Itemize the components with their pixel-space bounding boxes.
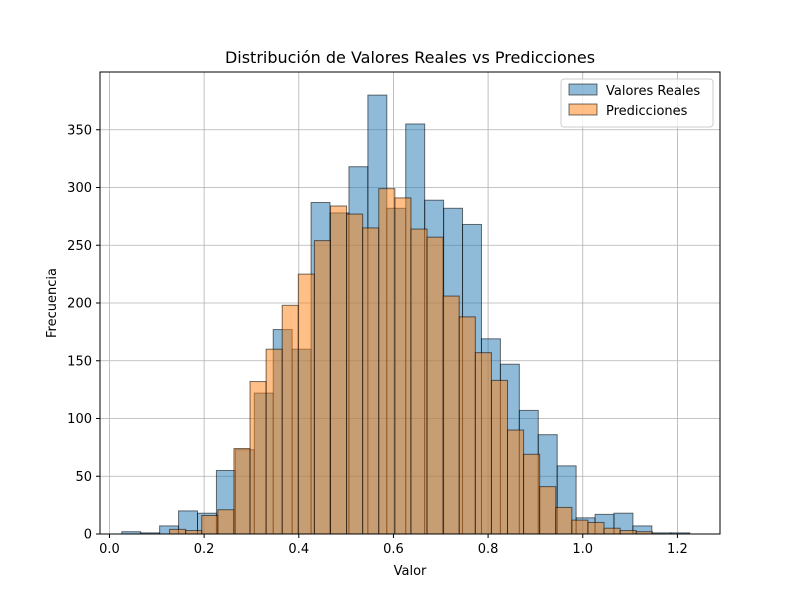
- histogram-bar: [506, 429, 525, 535]
- y-tick-label: 50: [75, 470, 92, 485]
- histogram-bar: [201, 515, 219, 535]
- histogram-bar: [281, 304, 299, 535]
- histogram-bar: [185, 530, 203, 535]
- legend-label-valores-reales: Valores Reales: [606, 84, 700, 99]
- histogram-bar: [426, 236, 444, 535]
- histogram-bar: [329, 205, 348, 535]
- x-tick-label: 0.2: [194, 542, 215, 557]
- legend-label-predicciones: Predicciones: [606, 104, 688, 119]
- histogram-bar: [362, 227, 380, 535]
- y-tick-label: 150: [67, 354, 92, 369]
- histogram-bar: [587, 521, 605, 535]
- histogram-bar: [442, 295, 460, 535]
- histogram-bar: [410, 228, 428, 535]
- y-tick-label: 300: [67, 181, 92, 196]
- histogram-bar: [603, 527, 621, 535]
- x-tick-label: 1.2: [667, 542, 688, 557]
- series-predicciones: [169, 188, 653, 535]
- y-axis-label: Frecuencia: [45, 268, 60, 338]
- legend-swatch-predicciones: [568, 103, 598, 116]
- y-tick-label: 100: [67, 412, 92, 427]
- histogram-bar: [458, 316, 476, 535]
- legend-box: [560, 78, 714, 128]
- histogram-bar: [619, 530, 637, 535]
- legend-swatch-valores-reales: [568, 83, 598, 96]
- x-tick-label: 1.0: [572, 542, 593, 557]
- histogram-bar: [249, 381, 267, 535]
- x-tick-label: 0.6: [383, 542, 404, 557]
- histogram-bar: [523, 453, 541, 535]
- x-tick-label: 0.8: [478, 542, 499, 557]
- histogram-bar: [474, 352, 492, 535]
- y-tick-label: 0: [84, 528, 92, 543]
- histogram-bar: [555, 506, 573, 535]
- histogram-bar: [378, 188, 396, 535]
- x-axis-label: Valor: [394, 564, 427, 579]
- y-tick-label: 200: [67, 297, 92, 312]
- y-tick-label: 350: [67, 123, 92, 138]
- x-tick-label: 0.4: [288, 542, 309, 557]
- histogram-bar: [571, 519, 589, 535]
- y-axis-ticks: 0 50 100 150 200 250 300 350: [67, 123, 100, 543]
- x-axis-ticks: 0.0 0.2 0.4 0.6 0.8 1.0 1.2: [99, 534, 688, 557]
- histogram-bar: [169, 528, 187, 535]
- x-tick-label: 0.0: [99, 542, 120, 557]
- histogram-bar: [297, 273, 315, 535]
- histogram-bar: [265, 348, 283, 535]
- histogram-bar: [539, 486, 557, 535]
- histogram-bar: [490, 379, 508, 535]
- histogram-bar: [217, 509, 235, 535]
- chart-title: Distribución de Valores Reales vs Predic…: [225, 48, 595, 67]
- histogram-bars: [121, 94, 691, 535]
- histogram-bar: [394, 197, 412, 535]
- histogram-bar: [233, 448, 251, 535]
- histogram-bar: [346, 213, 364, 535]
- histogram-bar: [313, 240, 331, 535]
- legend: Valores Reales Predicciones: [560, 78, 714, 128]
- y-tick-label: 250: [67, 239, 92, 254]
